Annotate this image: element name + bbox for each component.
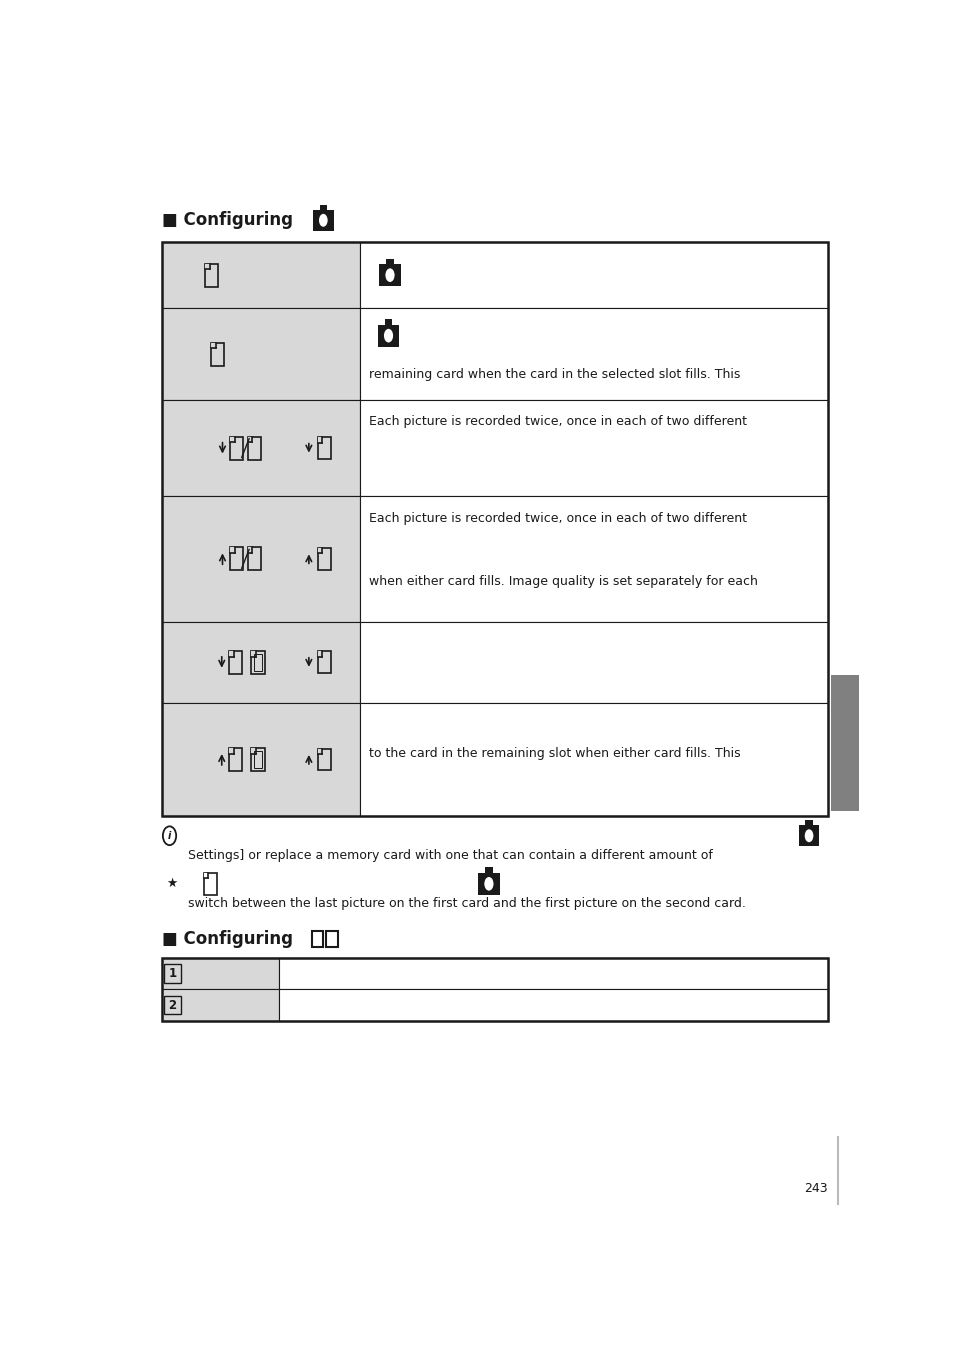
Bar [162,497,360,622]
Bar [162,958,826,1020]
Bar [477,873,499,894]
FancyBboxPatch shape [204,873,216,894]
Bar [278,958,826,989]
Bar [204,873,208,878]
Bar [378,265,400,286]
Text: 1: 1 [169,968,176,980]
Bar [377,324,399,346]
Text: i: i [168,830,171,841]
Bar [317,749,322,754]
Bar [162,703,360,816]
Bar [162,243,826,816]
Bar [360,308,826,400]
Bar [251,651,255,657]
Text: when either card fills. Image quality is set separately for each: when either card fills. Image quality is… [369,575,758,588]
Bar [251,748,255,753]
Bar [230,437,234,442]
Bar [360,703,826,816]
Ellipse shape [803,828,813,843]
Bar [162,400,360,497]
Text: ■ Configuring: ■ Configuring [162,930,293,949]
Bar [253,654,262,670]
Bar [326,931,337,947]
Bar [312,931,323,947]
Bar [164,996,180,1015]
Bar [162,989,278,1020]
Text: switch between the last picture on the first card and the first picture on the s: switch between the last picture on the f… [188,897,745,911]
Ellipse shape [317,213,328,228]
Bar [162,958,278,989]
Bar [229,651,233,657]
Bar [360,497,826,622]
Bar [384,319,392,326]
Bar [313,210,334,231]
Bar [253,752,262,768]
Bar [317,651,322,657]
Bar [162,308,360,400]
Bar [230,547,234,554]
Ellipse shape [384,267,395,282]
Text: to the card in the remaining slot when either card fills. This: to the card in the remaining slot when e… [369,748,740,760]
Bar [248,437,252,442]
Bar [386,259,394,265]
Bar [360,400,826,497]
Bar [164,965,180,982]
Text: 243: 243 [803,1182,826,1196]
Text: remaining card when the card in the selected slot fills. This: remaining card when the card in the sele… [369,368,740,381]
Bar [360,243,826,308]
Bar [162,622,360,703]
Ellipse shape [383,328,394,343]
Bar [162,243,360,308]
Bar [278,989,826,1020]
Bar [484,867,493,874]
Bar [248,547,252,554]
Text: 2: 2 [169,999,176,1011]
Bar [798,825,819,847]
Text: ■ Configuring: ■ Configuring [162,212,293,229]
Bar [317,437,322,442]
Text: Each picture is recorded twice, once in each of two different: Each picture is recorded twice, once in … [369,415,746,427]
Bar [205,263,210,270]
Text: Each picture is recorded twice, once in each of two different: Each picture is recorded twice, once in … [369,512,746,525]
Bar [229,748,233,753]
Text: Settings] or replace a memory card with one that can contain a different amount : Settings] or replace a memory card with … [188,849,712,862]
Bar [804,820,812,826]
Text: ★: ★ [166,878,177,890]
Bar [211,342,215,349]
Bar [830,674,858,810]
Bar [317,548,322,554]
Ellipse shape [483,877,494,892]
Bar [360,622,826,703]
Bar [319,205,327,210]
